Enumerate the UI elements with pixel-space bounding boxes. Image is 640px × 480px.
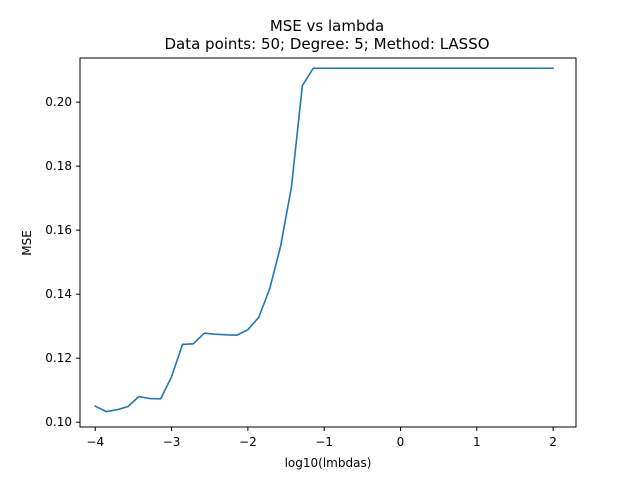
x-tick-label: 0: [397, 435, 405, 449]
y-tick-label: 0.18: [45, 159, 72, 173]
x-axis-label: log10(lmbdas): [285, 456, 372, 470]
x-axis: −4 −3 −2 −1 0 1 2: [86, 427, 557, 449]
axes-frame: [79, 57, 577, 428]
x-tick-label: −2: [239, 435, 257, 449]
y-tick-label: 0.12: [45, 351, 72, 365]
chart-subtitle: Data points: 50; Degree: 5; Method: LASS…: [164, 35, 489, 53]
x-tick-label: −4: [86, 435, 104, 449]
y-tick-label: 0.14: [45, 287, 72, 301]
x-tick-label: 2: [549, 435, 557, 449]
x-tick-label: −1: [315, 435, 333, 449]
x-tick-label: 1: [473, 435, 481, 449]
plot-area: [94, 67, 554, 413]
y-axis-label: MSE: [20, 230, 34, 256]
y-tick-label: 0.20: [45, 95, 72, 109]
chart-title: MSE vs lambda: [270, 17, 384, 35]
series-line: [94, 67, 554, 413]
x-tick-label: −3: [163, 435, 181, 449]
y-axis: 0.10 0.12 0.14 0.16 0.18 0.20: [45, 95, 80, 429]
y-tick-label: 0.10: [45, 415, 72, 429]
y-tick-label: 0.16: [45, 223, 72, 237]
